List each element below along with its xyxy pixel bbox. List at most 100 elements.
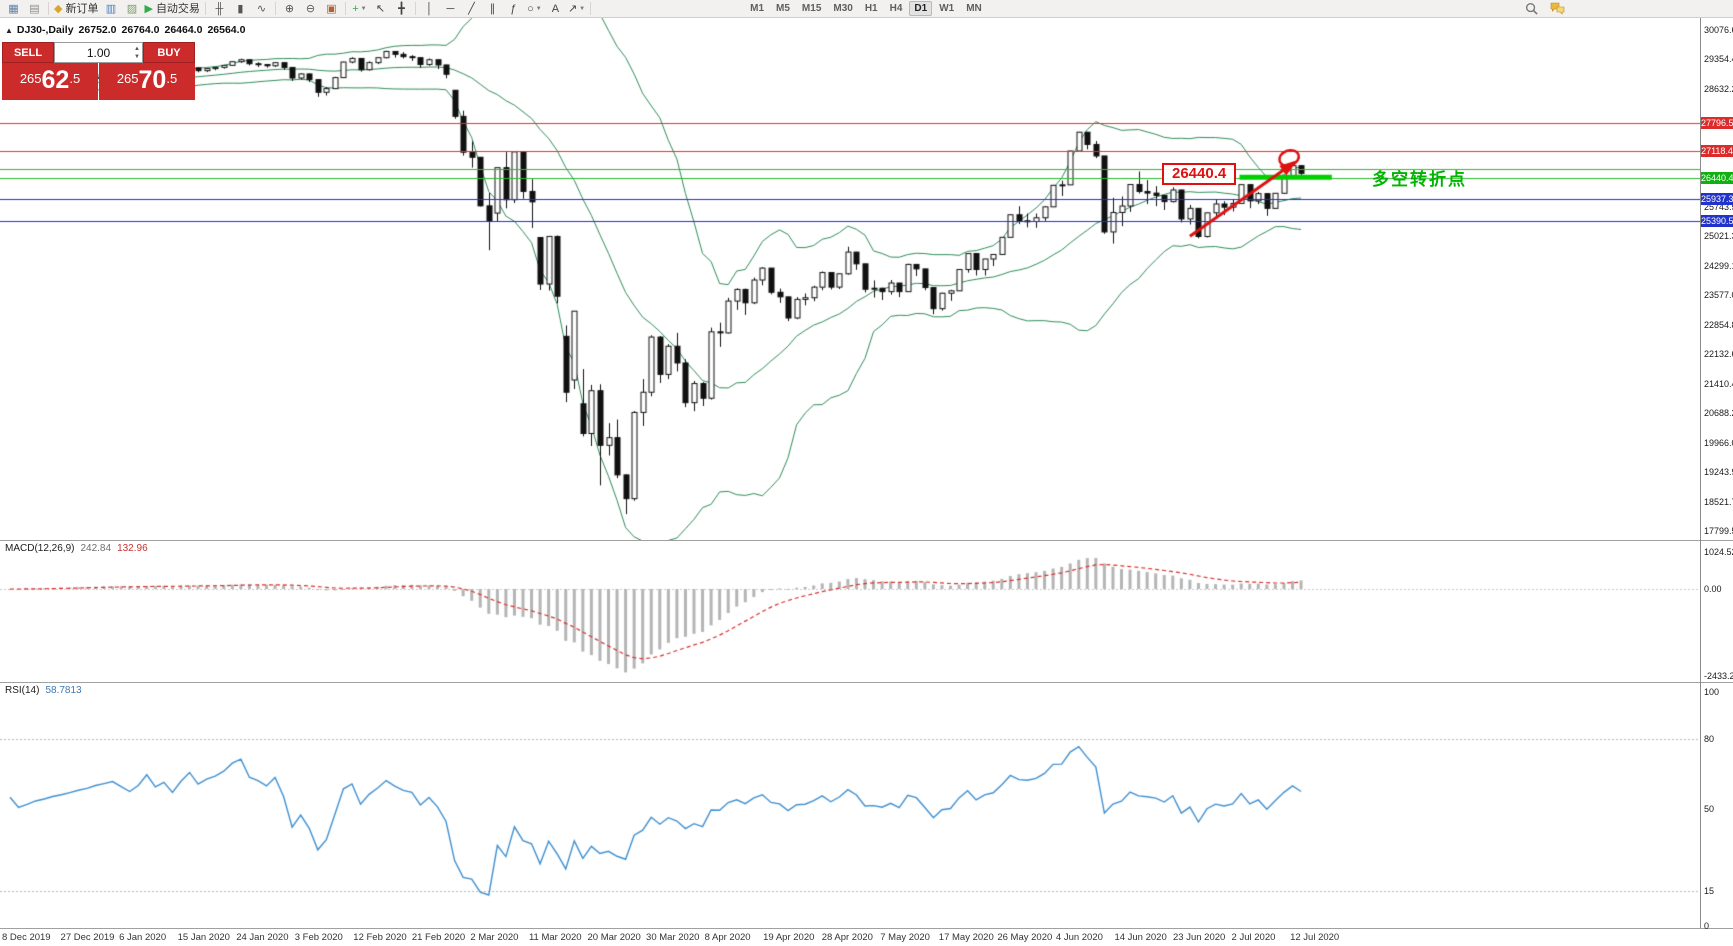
- toolbar-right: [1525, 2, 1565, 15]
- macd-panel-canvas[interactable]: [0, 540, 1700, 682]
- volume-spinner[interactable]: ▲ ▼: [134, 45, 140, 61]
- toolbar-separator: [274, 2, 276, 15]
- one-click-collapse-icon[interactable]: ▲: [5, 26, 13, 35]
- buy-price-block[interactable]: 265 70.5: [99, 63, 195, 100]
- timeframe-m15-button[interactable]: M15: [801, 3, 822, 14]
- data-window-button[interactable]: ▨: [121, 1, 142, 16]
- horizontal-line-icon: ─: [446, 2, 455, 15]
- timeframe-h1-button[interactable]: H1: [864, 3, 878, 14]
- time-axis[interactable]: [0, 929, 1700, 946]
- indicators-button[interactable]: + ▼: [349, 1, 370, 16]
- shapes-dropdown-icon[interactable]: ▼: [535, 5, 542, 12]
- horizontal-line-button[interactable]: ─: [440, 1, 461, 16]
- zoom-in-button[interactable]: ⊕: [279, 1, 300, 16]
- sell-price-block[interactable]: 265 62.5: [2, 63, 98, 100]
- fibonacci-button[interactable]: ƒ: [503, 1, 524, 16]
- zoom-out-icon: ⊖: [305, 2, 316, 15]
- indicators-icon: +: [352, 2, 359, 15]
- trendline-icon: ╱: [468, 2, 475, 15]
- autotrading-button[interactable]: ▶ 自动交易: [142, 1, 201, 16]
- zoom-in-icon: ⊕: [284, 2, 295, 15]
- shapes-button[interactable]: ○ ▼: [524, 1, 545, 16]
- new-order-button[interactable]: ◆ 新订单: [52, 1, 100, 16]
- new-chart-icon: ▦: [8, 2, 19, 15]
- toolbar-separator: [204, 2, 206, 15]
- new-order-label: 新订单: [65, 2, 99, 15]
- tile-windows-icon: ▣: [326, 2, 337, 15]
- macd-signal-value: 132.96: [117, 543, 148, 554]
- sell-price-big: 62: [41, 66, 70, 94]
- equidistant-channel-button[interactable]: ∥: [482, 1, 503, 16]
- autotrading-label: 自动交易: [155, 2, 200, 15]
- timeframe-m5-button[interactable]: M5: [776, 3, 790, 14]
- turning-point-label[interactable]: 多空转折点: [1372, 170, 1467, 189]
- open-value: 26752.0: [78, 24, 117, 36]
- vertical-line-icon: │: [426, 2, 433, 15]
- sell-price-prefix: 265: [19, 71, 42, 86]
- text-label-icon: A: [551, 2, 560, 15]
- line-chart-icon: ∿: [256, 2, 267, 15]
- cursor-button[interactable]: ↖: [370, 1, 391, 16]
- time-axis-separator: [0, 928, 1733, 929]
- bar-chart-button[interactable]: ╫: [209, 1, 230, 16]
- rsi-panel-separator[interactable]: [0, 682, 1733, 683]
- timeframe-m1-button[interactable]: M1: [750, 3, 765, 14]
- macd-title: MACD(12,26,9): [5, 543, 75, 554]
- price-annotation-box[interactable]: 26440.4: [1162, 163, 1237, 185]
- indicators-dropdown-icon[interactable]: ▼: [360, 5, 367, 12]
- macd-header: MACD(12,26,9) 242.84 132.96: [5, 543, 148, 554]
- timeframe-h4-button[interactable]: H4: [889, 3, 903, 14]
- profiles-button[interactable]: ▤: [24, 1, 45, 16]
- data-window-icon: ▨: [126, 2, 138, 15]
- sell-button[interactable]: SELL: [2, 42, 54, 63]
- price-axis[interactable]: [1701, 18, 1733, 928]
- rsi-title: RSI(14): [5, 685, 40, 696]
- timeframe-d1-button[interactable]: D1: [909, 1, 933, 16]
- trendline-button[interactable]: ╱: [461, 1, 482, 16]
- rsi-header: RSI(14) 58.7813: [5, 685, 82, 696]
- timeframe-w1-button[interactable]: W1: [939, 3, 955, 14]
- shapes-icon: ○: [527, 2, 534, 15]
- toolbar-separator: [414, 2, 416, 15]
- high-value: 26764.0: [121, 24, 160, 36]
- spin-down-icon[interactable]: ▼: [134, 54, 140, 60]
- vertical-line-button[interactable]: │: [419, 1, 440, 16]
- toolbar-separator: [344, 2, 346, 15]
- buy-button[interactable]: BUY: [143, 42, 195, 63]
- volume-input[interactable]: 1.00 ▲ ▼: [54, 42, 143, 63]
- new-order-icon: ◆: [54, 2, 63, 15]
- crosshair-button[interactable]: ╋: [391, 1, 412, 16]
- text-label-button[interactable]: A: [545, 1, 566, 16]
- equidistant-channel-icon: ∥: [489, 2, 496, 15]
- rsi-panel-canvas[interactable]: [0, 682, 1700, 928]
- new-chart-button[interactable]: ▦: [3, 1, 24, 16]
- cursor-icon: ↖: [375, 2, 386, 15]
- community-chat-icon[interactable]: [1550, 2, 1565, 15]
- tile-windows-button[interactable]: ▣: [321, 1, 342, 16]
- autotrading-icon: ▶: [144, 2, 153, 15]
- zoom-out-button[interactable]: ⊖: [300, 1, 321, 16]
- main-chart-canvas[interactable]: [0, 18, 1700, 540]
- arrows-dropdown-icon[interactable]: ▼: [579, 5, 586, 12]
- timeframe-m30-button[interactable]: M30: [833, 3, 853, 14]
- spin-up-icon[interactable]: ▲: [134, 46, 140, 52]
- crosshair-icon: ╋: [398, 2, 405, 15]
- arrows-icon: ↗: [567, 2, 578, 15]
- profiles-icon: ▤: [29, 2, 40, 15]
- toolbar-buttons: ▦ ▤ ◆ 新订单 ▥ ▨ ▶ 自动交易 ╫ ▮ ∿ ⊕ ⊖ ▣ + ▼ ↖ ╋ │ ─ ╱ ∥ ƒ ○ ▼ A ↗ ▼: [3, 1, 594, 16]
- market-watch-button[interactable]: ▥: [100, 1, 121, 16]
- timeframe-mn-button[interactable]: MN: [966, 3, 982, 14]
- close-value: 26564.0: [207, 24, 246, 36]
- symbol-period-label: DJ30-,Daily: [16, 24, 74, 36]
- rsi-value: 58.7813: [45, 685, 82, 696]
- line-chart-button[interactable]: ∿: [251, 1, 272, 16]
- candlestick-chart-button[interactable]: ▮: [230, 1, 251, 16]
- price-axis-border: [1700, 18, 1701, 928]
- volume-value: 1.00: [86, 45, 111, 60]
- arrows-button[interactable]: ↗ ▼: [566, 1, 587, 16]
- search-icon[interactable]: [1525, 2, 1538, 15]
- market-watch-icon: ▥: [105, 2, 117, 15]
- chart-title: ▲ DJ30-,Daily 26752.0 26764.0 26464.0 26564.0: [5, 24, 245, 36]
- macd-panel-separator[interactable]: [0, 540, 1733, 541]
